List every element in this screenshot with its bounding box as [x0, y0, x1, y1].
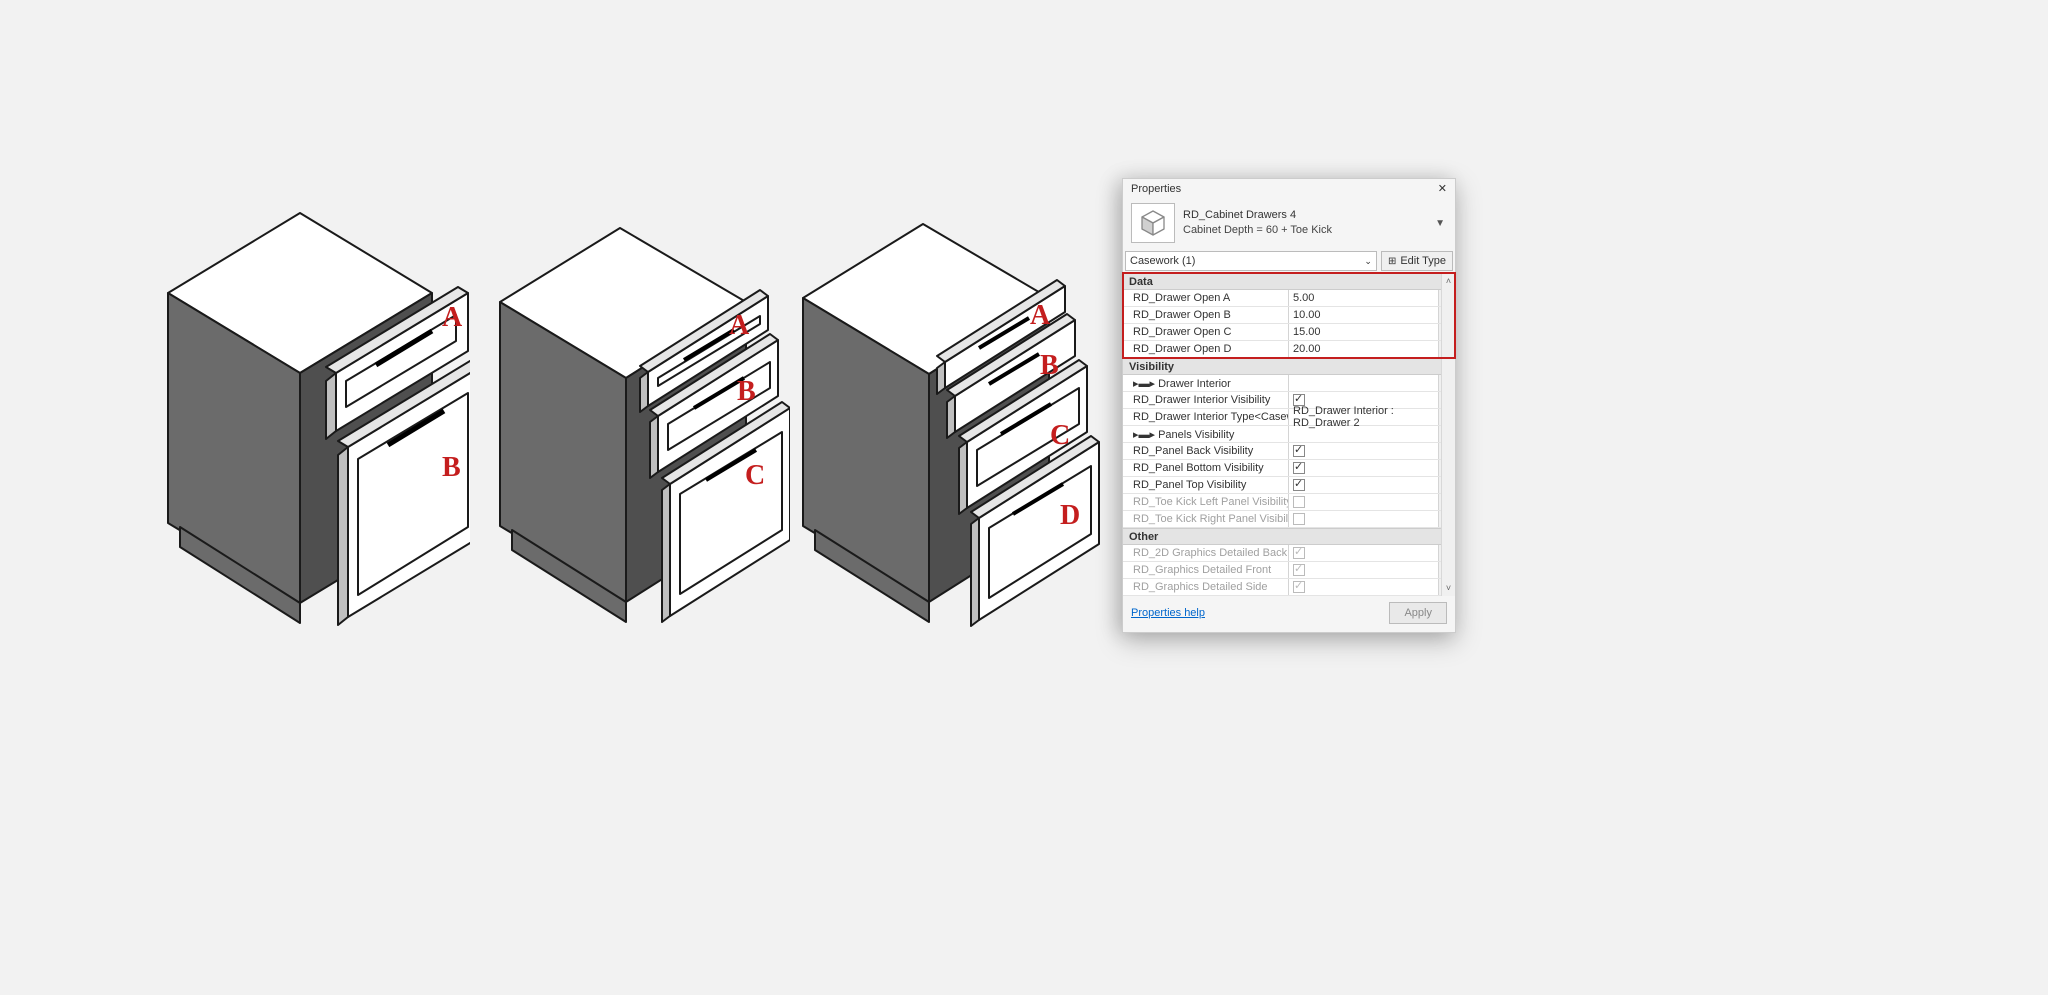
property-row: RD_Drawer Open B10.00 [1123, 307, 1455, 324]
property-label: ▸▬▸ Drawer Interior [1123, 375, 1289, 391]
checkbox [1293, 513, 1305, 525]
scroll-down-icon[interactable]: ˅ [1442, 580, 1455, 596]
property-row: RD_Panel Top Visibility [1123, 477, 1455, 494]
property-row: RD_Drawer Open D20.00 [1123, 341, 1455, 358]
checkbox[interactable] [1293, 445, 1305, 457]
drawer-label-d: D [1060, 500, 1080, 532]
apply-button[interactable]: Apply [1389, 602, 1447, 624]
properties-panel: Properties ✕ RD_Cabinet Drawers 4 Cabine… [1122, 178, 1456, 633]
property-value [1289, 494, 1439, 510]
chevron-down-icon[interactable]: ▼ [1435, 218, 1447, 229]
property-label: RD_Toe Kick Right Panel Visibility [1123, 511, 1289, 527]
property-row: RD_Graphics Detailed Front [1123, 562, 1455, 579]
section-name: Data [1129, 276, 1153, 288]
family-type: Cabinet Depth = 60 + Toe Kick [1183, 223, 1427, 238]
drawer-label-b: B [442, 452, 461, 484]
drawer-label-c: C [745, 460, 765, 492]
checkbox[interactable] [1293, 462, 1305, 474]
checkbox [1293, 547, 1305, 559]
edit-type-label: Edit Type [1400, 255, 1446, 267]
property-value[interactable] [1289, 443, 1439, 459]
help-link[interactable]: Properties help [1131, 607, 1205, 619]
panel-title-text: Properties [1131, 183, 1181, 195]
property-value [1289, 562, 1439, 578]
property-value [1289, 511, 1439, 527]
property-label: RD_Drawer Open B [1123, 307, 1289, 323]
property-value [1289, 545, 1439, 561]
property-label: RD_Toe Kick Left Panel Visibility [1123, 494, 1289, 510]
close-icon[interactable]: ✕ [1436, 184, 1449, 195]
property-label: RD_Panel Back Visibility [1123, 443, 1289, 459]
canvas: ABABCABCD Properties ✕ RD_Cabinet Drawer… [0, 0, 2048, 995]
property-value[interactable]: 10.00 [1289, 307, 1439, 323]
drawer-label-b: B [737, 376, 756, 408]
property-value[interactable]: 15.00 [1289, 324, 1439, 340]
property-row: RD_Drawer Open C15.00 [1123, 324, 1455, 341]
category-filter-select[interactable]: Casework (1) ⌄ [1125, 251, 1377, 271]
property-row: RD_Drawer Open A5.00 [1123, 290, 1455, 307]
property-row: RD_Graphics Detailed Side [1123, 579, 1455, 596]
property-label: RD_Panel Bottom Visibility [1123, 460, 1289, 476]
drawer-label-a: A [1030, 300, 1050, 332]
property-value[interactable] [1289, 426, 1439, 442]
scroll-up-icon[interactable]: ˄ [1442, 273, 1455, 289]
checkbox[interactable] [1293, 394, 1305, 406]
cabinet-2drawer [150, 205, 470, 635]
property-row: RD_Toe Kick Left Panel Visibility [1123, 494, 1455, 511]
section-name: Other [1129, 531, 1158, 543]
property-label: RD_Drawer Open A [1123, 290, 1289, 306]
checkbox [1293, 496, 1305, 508]
drawer-label-a: A [729, 310, 749, 342]
family-name: RD_Cabinet Drawers 4 [1183, 208, 1427, 223]
section-header[interactable]: Other⤢ [1123, 528, 1455, 545]
checkbox[interactable] [1293, 479, 1305, 491]
property-row: ▸▬▸ Drawer Interior [1123, 375, 1455, 392]
filter-label: Casework (1) [1130, 255, 1195, 267]
property-value[interactable] [1289, 375, 1439, 391]
property-value[interactable] [1289, 460, 1439, 476]
family-selector[interactable]: RD_Cabinet Drawers 4 Cabinet Depth = 60 … [1123, 197, 1455, 249]
property-row: ▸▬▸ Panels Visibility [1123, 426, 1455, 443]
section-name: Visibility [1129, 361, 1174, 373]
property-label: RD_Drawer Open D [1123, 341, 1289, 357]
property-label: RD_Drawer Interior Type<Casewo... [1123, 409, 1289, 425]
drawer-label-c: C [1050, 420, 1070, 452]
properties-grid: Data⤡RD_Drawer Open A5.00RD_Drawer Open … [1123, 273, 1455, 596]
family-thumbnail-icon [1131, 203, 1175, 243]
property-label: RD_Graphics Detailed Side [1123, 579, 1289, 595]
property-label: RD_Panel Top Visibility [1123, 477, 1289, 493]
property-row: RD_Panel Back Visibility [1123, 443, 1455, 460]
property-label: ▸▬▸ Panels Visibility [1123, 426, 1289, 442]
property-label: RD_Graphics Detailed Front [1123, 562, 1289, 578]
property-value [1289, 579, 1439, 595]
panel-header: Properties ✕ [1123, 179, 1455, 197]
property-value[interactable]: RD_Drawer Interior : RD_Drawer 2 [1289, 409, 1439, 425]
property-row: RD_Panel Bottom Visibility [1123, 460, 1455, 477]
drawer-label-b: B [1040, 350, 1059, 382]
property-row: RD_2D Graphics Detailed Back [1123, 545, 1455, 562]
checkbox [1293, 581, 1305, 593]
section-header[interactable]: Data⤡ [1123, 273, 1455, 290]
cabinet-3drawer [490, 222, 790, 652]
property-value[interactable]: 20.00 [1289, 341, 1439, 357]
property-label: RD_Drawer Interior Visibility [1123, 392, 1289, 408]
checkbox [1293, 564, 1305, 576]
section-header[interactable]: Visibility⤢ [1123, 358, 1455, 375]
drawer-label-a: A [442, 302, 462, 334]
property-value[interactable]: 5.00 [1289, 290, 1439, 306]
edit-type-button[interactable]: ⊞ Edit Type [1381, 251, 1453, 271]
property-label: RD_Drawer Open C [1123, 324, 1289, 340]
property-value[interactable] [1289, 477, 1439, 493]
scrollbar[interactable]: ˄˅ [1441, 273, 1455, 596]
edit-type-icon: ⊞ [1388, 256, 1396, 267]
property-label: RD_2D Graphics Detailed Back [1123, 545, 1289, 561]
property-row: RD_Toe Kick Right Panel Visibility [1123, 511, 1455, 528]
property-row: RD_Drawer Interior Type<Casewo...RD_Draw… [1123, 409, 1455, 426]
chevron-down-icon: ⌄ [1364, 256, 1372, 267]
